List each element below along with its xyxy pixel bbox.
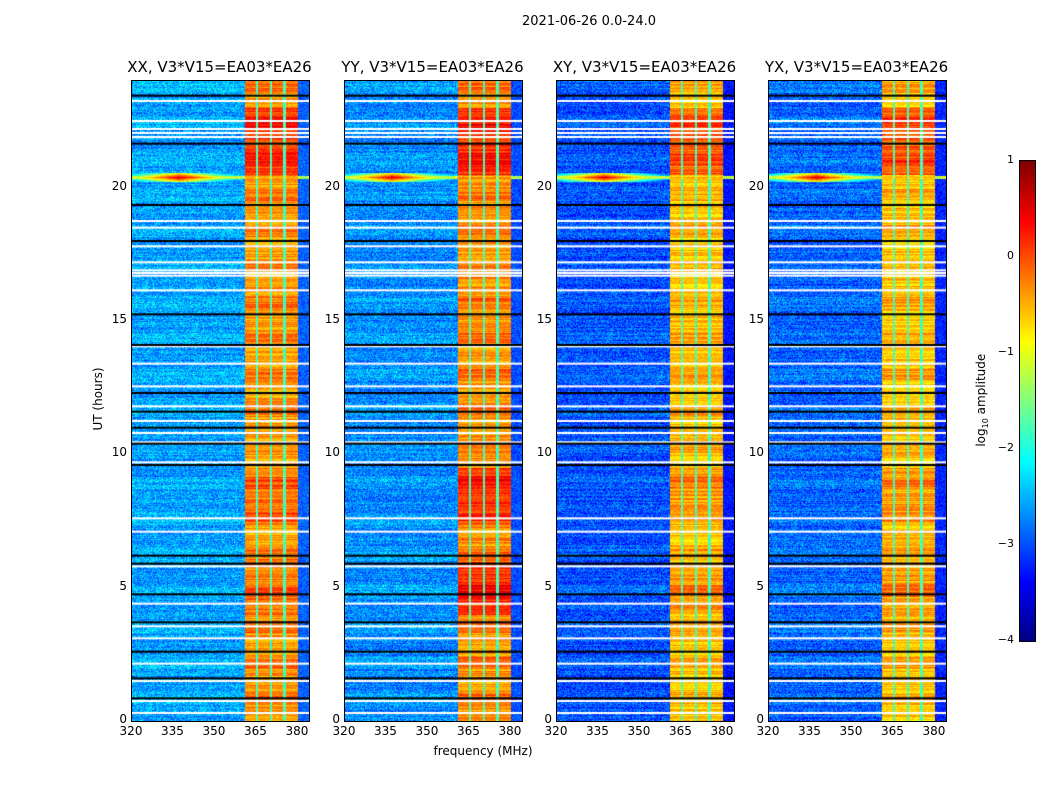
y-tick-label: 15 [536, 312, 552, 326]
x-tick-label: 320 [756, 724, 780, 738]
y-tick-label: 5 [119, 578, 127, 593]
x-axis-label: frequency (MHz) [433, 744, 533, 758]
y-tick-label: 15 [748, 312, 764, 326]
y-tick-label: 0 [332, 712, 340, 726]
waterfall-panel-0 [131, 80, 310, 722]
x-tick-label: 335 [586, 724, 609, 738]
y-tick-label: 5 [332, 578, 340, 593]
x-tick-label: 320 [119, 724, 143, 738]
colorbar-tick-label: −2 [997, 441, 1014, 454]
colorbar-tick-label: −4 [997, 633, 1014, 646]
x-tick-label: 365 [244, 724, 267, 738]
y-tick-label: 5 [756, 578, 764, 593]
panel-title: XX, V3*V15=EA03*EA26 [127, 58, 312, 76]
panel-title: YX, V3*V15=EA03*EA26 [764, 58, 949, 76]
x-tick-label: 350 [627, 724, 651, 738]
y-tick-label: 0 [119, 712, 127, 726]
y-tick-label: 20 [111, 178, 127, 193]
colorbar-tick-label: 0 [1007, 249, 1014, 262]
x-tick-label: 335 [374, 724, 397, 738]
y-tick-label: 15 [111, 312, 127, 326]
colorbar-label-rest: amplitude [973, 353, 988, 419]
y-tick-label: 20 [748, 178, 764, 193]
colorbar-tick-label: 1 [1007, 153, 1014, 166]
colorbar-label-sub: 10 [981, 418, 991, 429]
panel-title: XY, V3*V15=EA03*EA26 [552, 58, 737, 76]
waterfall-panel-1 [344, 80, 523, 722]
waterfall-heatmap [132, 81, 309, 721]
y-tick-label: 20 [324, 178, 340, 193]
waterfall-panel-2 [556, 80, 735, 722]
y-tick-label: 0 [756, 712, 764, 726]
x-tick-label: 350 [202, 724, 226, 738]
y-tick-label: 10 [111, 445, 127, 460]
colorbar-tick-label: −1 [997, 345, 1014, 358]
colorbar-label: log10 amplitude [974, 340, 990, 460]
panel-title: YY, V3*V15=EA03*EA26 [341, 58, 524, 76]
x-tick-label: 365 [457, 724, 480, 738]
waterfall-panel-3 [768, 80, 947, 722]
waterfall-heatmap [769, 81, 946, 721]
y-tick-label: 10 [748, 445, 764, 460]
x-tick-label: 380 [710, 724, 734, 738]
colorbar-label-base: log [973, 428, 988, 447]
x-tick-label: 350 [839, 724, 863, 738]
x-tick-label: 365 [669, 724, 692, 738]
x-tick-label: 365 [881, 724, 904, 738]
y-tick-label: 10 [324, 445, 340, 460]
y-tick-label: 0 [544, 712, 552, 726]
y-axis-label: UT (hours) [91, 367, 105, 431]
y-tick-label: 10 [536, 445, 552, 460]
x-tick-label: 380 [285, 724, 309, 738]
x-tick-label: 350 [415, 724, 439, 738]
x-tick-label: 320 [544, 724, 568, 738]
x-tick-label: 380 [922, 724, 946, 738]
colorbar-tick-label: −3 [997, 537, 1014, 550]
y-tick-label: 5 [544, 578, 552, 593]
y-tick-label: 20 [536, 178, 552, 193]
x-tick-label: 335 [161, 724, 184, 738]
x-tick-label: 380 [498, 724, 522, 738]
waterfall-heatmap [557, 81, 734, 721]
figure-title: 2021-06-26 0.0-24.0 [522, 14, 656, 29]
x-tick-label: 320 [332, 724, 356, 738]
x-tick-label: 335 [798, 724, 821, 738]
waterfall-heatmap [345, 81, 522, 721]
y-tick-label: 15 [324, 312, 340, 326]
colorbar [1019, 160, 1036, 642]
